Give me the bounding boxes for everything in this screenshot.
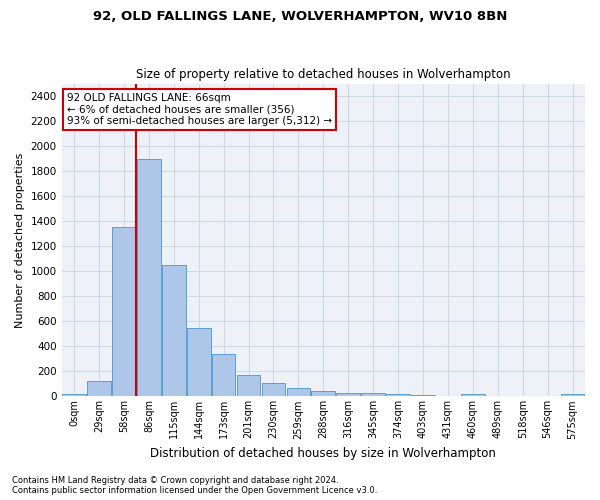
- Bar: [262, 382, 286, 396]
- Bar: [311, 391, 335, 396]
- Bar: [187, 328, 211, 396]
- Title: Size of property relative to detached houses in Wolverhampton: Size of property relative to detached ho…: [136, 68, 511, 81]
- Bar: [361, 394, 385, 396]
- Text: 92, OLD FALLINGS LANE, WOLVERHAMPTON, WV10 8BN: 92, OLD FALLINGS LANE, WOLVERHAMPTON, WV…: [93, 10, 507, 23]
- Bar: [137, 158, 161, 396]
- Text: 92 OLD FALLINGS LANE: 66sqm
← 6% of detached houses are smaller (356)
93% of sem: 92 OLD FALLINGS LANE: 66sqm ← 6% of deta…: [67, 93, 332, 126]
- X-axis label: Distribution of detached houses by size in Wolverhampton: Distribution of detached houses by size …: [151, 447, 496, 460]
- Bar: [386, 394, 410, 396]
- Bar: [62, 394, 86, 396]
- Bar: [411, 394, 435, 396]
- Bar: [337, 392, 360, 396]
- Bar: [237, 375, 260, 396]
- Text: Contains HM Land Registry data © Crown copyright and database right 2024.
Contai: Contains HM Land Registry data © Crown c…: [12, 476, 377, 495]
- Bar: [212, 354, 235, 397]
- Bar: [112, 228, 136, 396]
- Bar: [287, 388, 310, 396]
- Bar: [87, 380, 111, 396]
- Bar: [162, 265, 185, 396]
- Y-axis label: Number of detached properties: Number of detached properties: [15, 152, 25, 328]
- Bar: [461, 394, 485, 396]
- Bar: [561, 394, 584, 396]
